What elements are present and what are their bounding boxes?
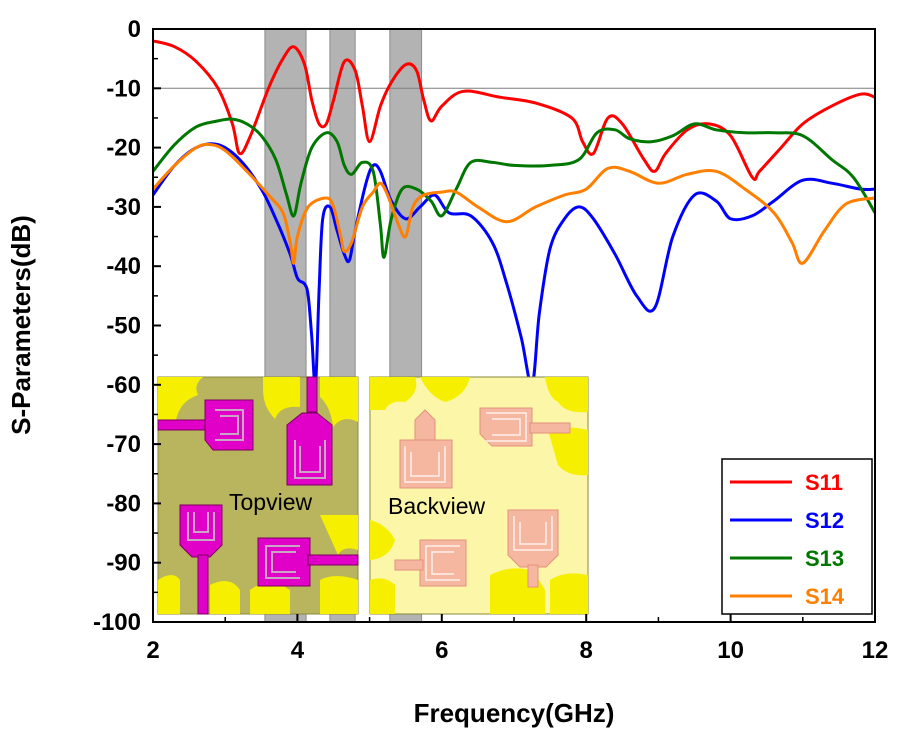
x-tick-label: 4: [291, 637, 305, 664]
legend-box: [721, 458, 873, 615]
y-tick-label: -10: [106, 75, 141, 102]
series-lines: [151, 39, 877, 388]
legend-label-s11: S11: [805, 470, 843, 495]
y-tick-label: -40: [106, 253, 141, 280]
x-tick-label: 8: [580, 637, 593, 664]
backview-label: Backview: [388, 493, 486, 519]
topview-inset: [157, 376, 359, 615]
y-axis-ticks: 0 -10 -20 -30 -40 -50 -60 -70 -80 -90 -100: [93, 16, 161, 636]
inset-images: Topview Backview: [157, 376, 589, 615]
backview-inset: [369, 376, 589, 615]
y-tick-label: -70: [106, 431, 141, 458]
legend-label-s12: S12: [805, 508, 844, 533]
series-line-s12: [151, 142, 876, 388]
y-tick-label: -90: [106, 550, 141, 577]
y-axis-title: S-Parameters(dB): [6, 215, 36, 435]
x-axis-ticks: 2 4 6 8 10 12: [146, 614, 888, 664]
x-tick-label: 10: [717, 637, 744, 664]
y-tick-label: 0: [128, 16, 141, 43]
x-axis-title: Frequency(GHz): [414, 698, 615, 728]
x-tick-label: 2: [146, 637, 159, 664]
y-tick-label: -30: [106, 194, 141, 221]
x-tick-label: 12: [862, 637, 889, 664]
y-tick-label: -60: [106, 372, 141, 399]
y-tick-label: -80: [106, 490, 141, 517]
legend-label-s14: S14: [805, 584, 845, 609]
y-tick-label: -100: [93, 609, 141, 636]
x-tick-label: 6: [435, 637, 448, 664]
series-line-s14: [151, 142, 876, 265]
legend: S11 S12 S13 S14: [721, 458, 873, 615]
y-tick-label: -20: [106, 135, 141, 162]
series-line-s11: [152, 39, 876, 182]
y-tick-label: -50: [106, 313, 141, 340]
topview-label: Topview: [229, 489, 312, 515]
legend-label-s13: S13: [805, 546, 844, 571]
series-line-s13: [151, 117, 877, 259]
